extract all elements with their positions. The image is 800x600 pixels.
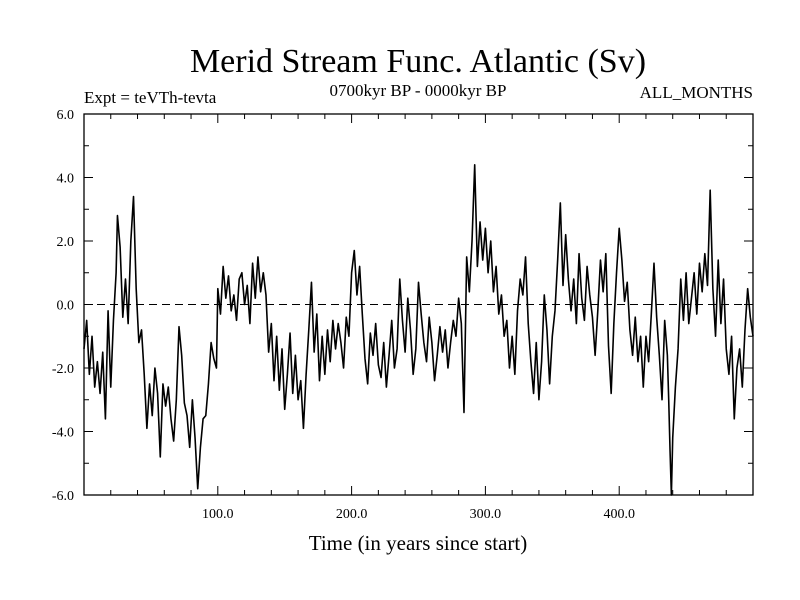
y-tick-label: 0.0	[57, 299, 75, 314]
x-tick-label: 100.0	[202, 507, 234, 522]
x-tick-label: 400.0	[603, 507, 635, 522]
experiment-label: Expt = teVTh-tevta	[84, 88, 217, 107]
months-label: ALL_MONTHS	[640, 83, 753, 102]
y-tick-label: 2.0	[57, 235, 75, 250]
x-axis-label: Time (in years since start)	[309, 531, 528, 555]
series-line-0	[83, 164, 754, 496]
plot-area: -6.0 -4.0 -2.0 0.0 2.0 4.0 6.0 100.0 200.0 300.0 4…	[52, 108, 754, 522]
y-tick-label: -6.0	[52, 489, 74, 504]
x-tick-label: 200.0	[336, 507, 368, 522]
time-range-label: 0700kyr BP - 0000kyr BP	[330, 81, 507, 100]
y-tick-label: -4.0	[52, 426, 74, 441]
y-tick-label: 6.0	[57, 108, 75, 123]
y-tick-label: -2.0	[52, 362, 74, 377]
plot-frame	[83, 113, 754, 496]
y-tick-label: 4.0	[57, 172, 75, 187]
chart-title: Merid Stream Func. Atlantic (Sv)	[190, 43, 646, 80]
x-tick-label: 300.0	[470, 507, 502, 522]
